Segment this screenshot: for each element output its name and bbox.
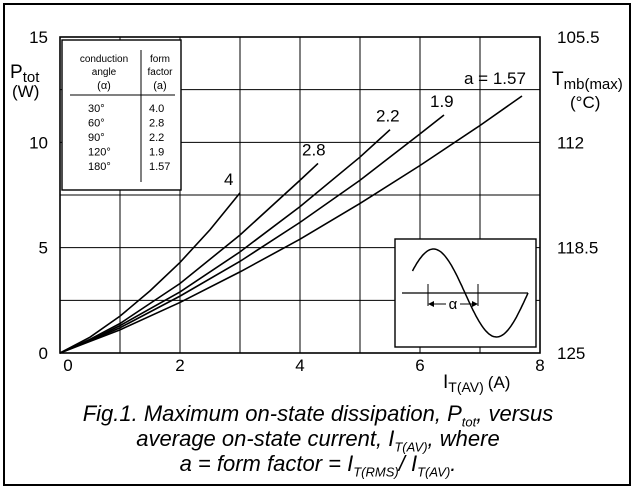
right-tick-label: 112 bbox=[557, 133, 584, 152]
table-cell-angle: 90° bbox=[88, 132, 105, 144]
x-tick-label: 6 bbox=[415, 356, 424, 375]
table-cell-factor: 1.57 bbox=[149, 161, 170, 173]
table-cell-factor: 1.9 bbox=[149, 147, 164, 159]
caption-line-2: average on-state current, IT(AV), where bbox=[136, 426, 500, 455]
table-cell-angle: 30° bbox=[88, 103, 105, 115]
waveform-inset: α bbox=[394, 238, 537, 348]
series-label: 4 bbox=[224, 170, 233, 189]
plot-area bbox=[59, 36, 541, 354]
series-lines: 4 2.8 2.2 1.9 a = 1.57 bbox=[59, 69, 526, 354]
table-header-factor-2: factor bbox=[147, 67, 173, 78]
y-tick-label: 10 bbox=[29, 133, 48, 152]
x-axis-label: IT(AV) (A) bbox=[443, 372, 510, 395]
y-tick-label: 0 bbox=[39, 344, 48, 363]
table-cell-angle: 60° bbox=[88, 118, 105, 130]
form-factor-table: conduction angle (α) form factor (a) 30°… bbox=[61, 39, 182, 191]
figure-frame bbox=[3, 3, 631, 486]
x-tick-label: 4 bbox=[295, 356, 304, 375]
caption-line-3: a = form factor = IT(RMS)/ IT(AV). bbox=[179, 451, 457, 480]
y-tick-label: 15 bbox=[29, 28, 48, 47]
series-line bbox=[59, 192, 241, 354]
chart: 0 2 4 6 8 0 5 10 15 105.5 112 118.5 125 4 2.8 2.2 1.9 a … bbox=[10, 28, 623, 395]
y-axis-label: Ptot bbox=[10, 62, 40, 86]
right-axis-label: Tmb(max) bbox=[552, 69, 623, 93]
series-label: 2.2 bbox=[376, 107, 400, 126]
table-cell-angle: 120° bbox=[88, 147, 111, 159]
conduction-angle-label: α bbox=[449, 296, 458, 313]
table-cell-factor: 2.8 bbox=[149, 118, 164, 130]
series-line bbox=[59, 114, 445, 354]
x-tick-label: 0 bbox=[63, 356, 72, 375]
table-cell-factor: 4.0 bbox=[149, 103, 164, 115]
right-tick-label: 118.5 bbox=[557, 239, 598, 258]
table-header-angle-1: conduction bbox=[80, 54, 128, 65]
series-label: 2.8 bbox=[302, 140, 326, 159]
tick-labels: 0 2 4 6 8 0 5 10 15 105.5 112 118.5 125 bbox=[29, 28, 599, 375]
right-tick-label: 125 bbox=[557, 344, 585, 363]
right-axis-unit: (°C) bbox=[570, 93, 600, 112]
series-label: 1.9 bbox=[430, 92, 454, 111]
series-line bbox=[59, 95, 523, 354]
table-header-factor-1: form bbox=[150, 54, 170, 65]
y-axis-unit: (W) bbox=[12, 82, 39, 101]
caption-line-1: Fig.1. Maximum on-state dissipation, Pto… bbox=[82, 401, 554, 430]
right-tick-label: 105.5 bbox=[557, 28, 600, 47]
x-tick-label: 2 bbox=[175, 356, 184, 375]
table-cell-factor: 2.2 bbox=[149, 132, 164, 144]
table-header-angle-3: (α) bbox=[97, 80, 111, 92]
series-line bbox=[59, 162, 319, 354]
y-tick-label: 5 bbox=[39, 239, 48, 258]
x-tick-label: 8 bbox=[535, 356, 544, 375]
series-label: a = 1.57 bbox=[464, 69, 526, 88]
table-header-factor-3: (a) bbox=[153, 80, 166, 92]
table-cell-angle: 180° bbox=[88, 161, 111, 173]
table-header-angle-2: angle bbox=[92, 67, 117, 78]
